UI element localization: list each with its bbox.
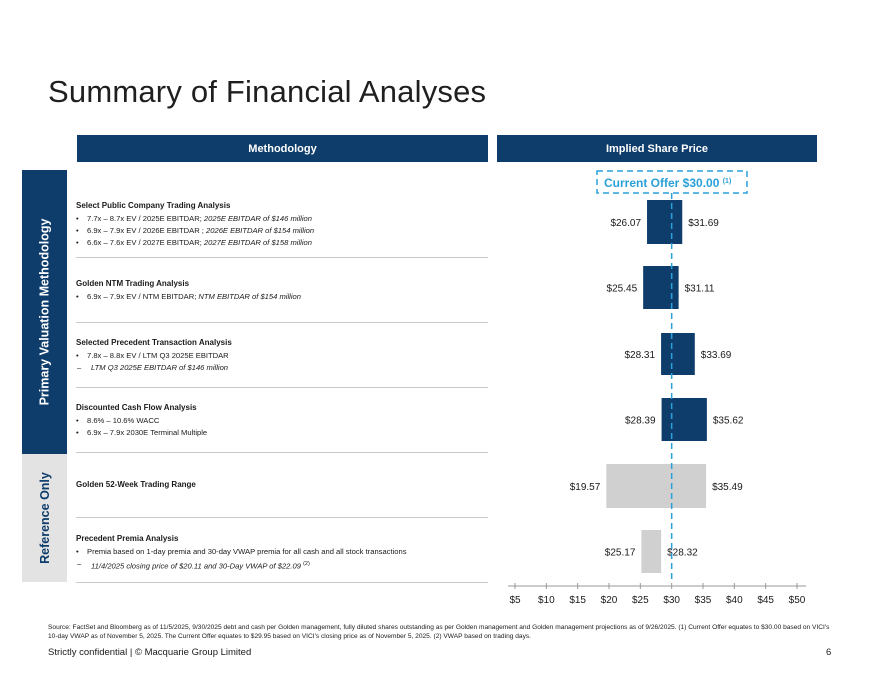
low-value-label: $25.45 xyxy=(607,284,638,295)
range-bar xyxy=(643,266,679,309)
page-title: Summary of Financial Analyses xyxy=(48,74,487,109)
low-value-label: $19.57 xyxy=(570,482,601,493)
bullet: 8.6% – 10.6% WACC xyxy=(76,415,488,427)
x-tick-label: $45 xyxy=(757,595,774,606)
range-bar xyxy=(606,464,707,508)
row-title: Select Public Company Trading Analysis xyxy=(76,201,231,210)
row-divider xyxy=(76,582,488,583)
x-tick-label: $15 xyxy=(569,595,586,606)
sub-bullet: LTM Q3 2025E EBITDAR of $146 million xyxy=(76,362,488,374)
row-divider xyxy=(76,387,488,388)
low-value-label: $25.17 xyxy=(605,548,636,559)
bullet: Premia based on 1-day premia and 30-day … xyxy=(76,546,488,558)
primary-valuation-side-label: Primary Valuation Methodology xyxy=(22,170,67,454)
row-title: Precedent Premia Analysis xyxy=(76,534,179,543)
x-tick-label: $30 xyxy=(663,595,680,606)
row-divider xyxy=(76,322,488,323)
methodology-row-ntm-trading: Golden NTM Trading Analysis 6.9x – 7.9x … xyxy=(76,279,488,303)
bullet: 6.9x – 7.9x EV / NTM EBITDAR; NTM EBITDA… xyxy=(76,291,488,303)
source-note: Source: FactSet and Bloomberg as of 11/5… xyxy=(48,624,830,640)
range-bar xyxy=(641,530,662,573)
x-tick-label: $5 xyxy=(509,595,521,606)
row-divider xyxy=(76,452,488,453)
x-tick-label: $10 xyxy=(538,595,555,606)
current-offer-box xyxy=(596,170,748,194)
football-field-chart: $26.07 $31.69 $25.45 $31.11 $28.31 $33.69 $28.… xyxy=(508,170,806,606)
row-title: Golden NTM Trading Analysis xyxy=(76,279,190,288)
high-value-label: $28.32 xyxy=(667,548,698,559)
range-bar xyxy=(647,200,683,244)
x-tick-label: $20 xyxy=(601,595,618,606)
low-value-label: $26.07 xyxy=(610,218,641,229)
high-value-label: $31.11 xyxy=(685,284,715,295)
page-number: 6 xyxy=(826,647,832,658)
x-tick-label: $50 xyxy=(789,595,806,606)
footer-confidential: Strictly confidential | © Macquarie Grou… xyxy=(48,647,252,658)
bullet: 7.8x – 8.8x EV / LTM Q3 2025E EBITDAR xyxy=(76,350,488,362)
sub-bullet: 11/4/2025 closing price of $20.11 and 30… xyxy=(76,558,488,573)
row-divider xyxy=(76,257,488,258)
x-tick-label: $40 xyxy=(726,595,743,606)
row-title: Golden 52-Week Trading Range xyxy=(76,480,196,489)
high-value-label: $35.62 xyxy=(713,416,744,427)
bullet: 6.9x – 7.9x 2030E Terminal Multiple xyxy=(76,427,488,439)
current-offer-label: Current Offer $30.00 (1) xyxy=(604,176,731,190)
methodology-row-52-week: Golden 52-Week Trading Range xyxy=(76,480,488,492)
row-title: Discounted Cash Flow Analysis xyxy=(76,403,197,412)
high-value-label: $33.69 xyxy=(701,350,732,361)
row-title: Selected Precedent Transaction Analysis xyxy=(76,338,232,347)
row-divider xyxy=(76,517,488,518)
bullet: 6.6x – 7.6x EV / 2027E EBITDAR; 2027E EB… xyxy=(76,237,488,249)
range-bar xyxy=(661,333,695,375)
methodology-row-precedent-transactions: Selected Precedent Transaction Analysis … xyxy=(76,338,488,374)
methodology-header: Methodology xyxy=(77,135,488,162)
bullet: 6.9x – 7.9x EV / 2026E EBITDAR ; 2026E E… xyxy=(76,225,488,237)
methodology-row-public-comps: Select Public Company Trading Analysis 7… xyxy=(76,201,488,249)
x-tick-label: $25 xyxy=(632,595,649,606)
high-value-label: $35.49 xyxy=(712,482,743,493)
high-value-label: $31.69 xyxy=(688,218,719,229)
reference-only-side-label: Reference Only xyxy=(22,454,67,582)
low-value-label: $28.31 xyxy=(624,350,655,361)
low-value-label: $28.39 xyxy=(625,416,656,427)
x-tick-label: $35 xyxy=(695,595,712,606)
bullet: 7.7x – 8.7x EV / 2025E EBITDAR; 2025E EB… xyxy=(76,213,488,225)
methodology-row-premia: Precedent Premia Analysis Premia based o… xyxy=(76,534,488,573)
range-bar xyxy=(661,398,707,441)
methodology-row-dcf: Discounted Cash Flow Analysis 8.6% – 10.… xyxy=(76,403,488,439)
implied-share-price-header: Implied Share Price xyxy=(497,135,817,162)
